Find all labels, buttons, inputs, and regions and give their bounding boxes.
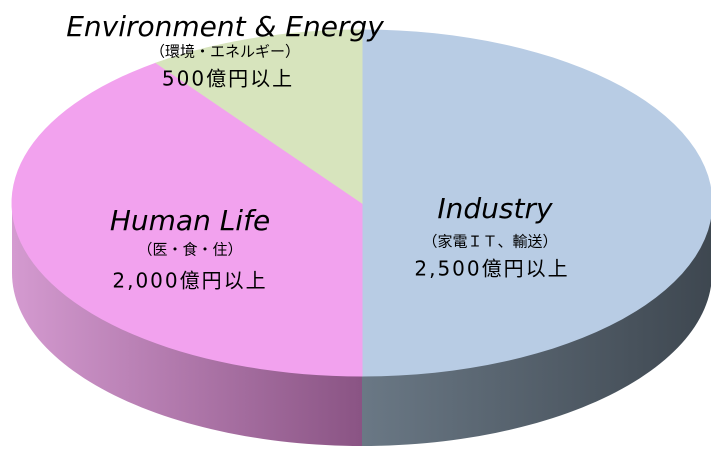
value-label: 2,000億円以上 — [112, 269, 267, 293]
slice — [11, 62, 363, 377]
slice-side — [12, 203, 362, 446]
slice-side — [362, 215, 711, 446]
category-label: Industry — [437, 192, 553, 225]
sub-label: （医・食・住） — [137, 241, 242, 259]
sub-label: （環境・エネルギー） — [150, 43, 300, 61]
category-label: Environment & Energy — [66, 10, 384, 43]
category-label: Human Life — [110, 204, 270, 237]
slice — [155, 29, 363, 204]
sub-label: （家電ＩＴ、輸送） — [422, 233, 557, 251]
value-label: 500億円以上 — [162, 67, 294, 91]
value-label: 2,500億円以上 — [414, 257, 569, 281]
slice — [361, 29, 711, 377]
